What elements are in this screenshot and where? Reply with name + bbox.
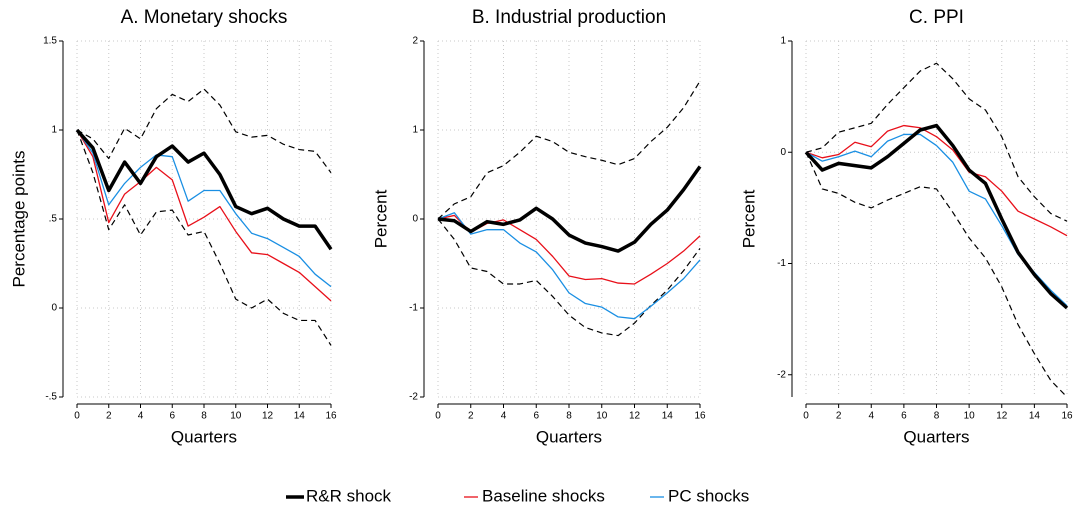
y-tick-label: -1 [409, 303, 418, 314]
line [76, 129, 332, 288]
x-tick-label: 6 [533, 411, 539, 422]
x-tick-label: 6 [901, 411, 907, 422]
y-tick-label: -.5 [45, 392, 57, 403]
legend-label: Baseline shocks [482, 486, 605, 505]
x-tick-label: 8 [934, 411, 940, 422]
line [804, 123, 1069, 310]
y-tick-label: 0 [412, 214, 418, 225]
x-tick-label: 4 [138, 411, 144, 422]
y-tick-label: 1.5 [43, 36, 57, 47]
x-tick-label: 12 [262, 411, 274, 422]
x-tick-label: 4 [501, 411, 507, 422]
x-tick-label: 12 [629, 411, 641, 422]
x-tick-label: 8 [201, 411, 207, 422]
y-tick-label: 1 [780, 36, 786, 47]
ci-line [76, 129, 332, 346]
x-tick-label: 16 [325, 411, 337, 422]
legend: R&R shock Baseline shocks PC shocks [286, 486, 749, 505]
x-tick-label: 8 [566, 411, 572, 422]
y-tick-label: 1 [412, 125, 418, 136]
x-tick-label: 12 [996, 411, 1008, 422]
line [805, 124, 1068, 237]
x-tick-label: 0 [74, 411, 80, 422]
ci-line [805, 62, 1068, 222]
panel-title: A. Monetary shocks [121, 7, 288, 28]
x-tick-label: 0 [435, 411, 441, 422]
y-tick-label: 0 [780, 147, 786, 158]
x-tick-label: 10 [230, 411, 242, 422]
x-tick-label: 14 [662, 411, 674, 422]
x-tick-label: 2 [106, 411, 112, 422]
x-axis-title: Quarters [171, 427, 237, 446]
x-tick-label: 2 [468, 411, 474, 422]
x-tick-label: 16 [1061, 411, 1073, 422]
legend-label: PC shocks [668, 486, 749, 505]
y-tick-label: -2 [409, 392, 418, 403]
x-tick-label: 0 [803, 411, 809, 422]
x-tick-label: 10 [964, 411, 976, 422]
x-axis-title: Quarters [903, 427, 969, 446]
line [805, 133, 1068, 307]
x-tick-label: 14 [294, 411, 306, 422]
y-axis-title: Percent [739, 189, 758, 248]
x-tick-label: 2 [836, 411, 842, 422]
x-tick-label: 10 [596, 411, 608, 422]
y-tick-label: 0 [51, 303, 57, 314]
y-axis-title: Percentage points [9, 150, 28, 287]
x-tick-label: 4 [868, 411, 874, 422]
y-tick-label: 1 [51, 125, 57, 136]
ci-line [437, 218, 701, 337]
y-axis-title: Percent [371, 189, 390, 248]
panel-title: B. Industrial production [472, 7, 666, 28]
line [437, 165, 702, 253]
line [75, 128, 333, 251]
y-tick-label: -2 [777, 369, 786, 380]
ci-line [805, 152, 1068, 398]
x-tick-label: 14 [1029, 411, 1041, 422]
y-tick-label: .5 [49, 214, 58, 225]
line [76, 129, 332, 302]
legend-label: R&R shock [306, 486, 392, 505]
x-axis-title: Quarters [536, 427, 602, 446]
x-tick-label: 16 [694, 411, 706, 422]
line [437, 212, 701, 320]
panel: A. Monetary shocks -.5 0 .5 1 1.5 0 2 4 6 8 10 12 14 1… [9, 7, 337, 446]
panel-title: C. PPI [909, 7, 964, 28]
y-tick-label: -1 [777, 258, 786, 269]
y-tick-label: 2 [412, 36, 418, 47]
x-tick-label: 6 [169, 411, 175, 422]
